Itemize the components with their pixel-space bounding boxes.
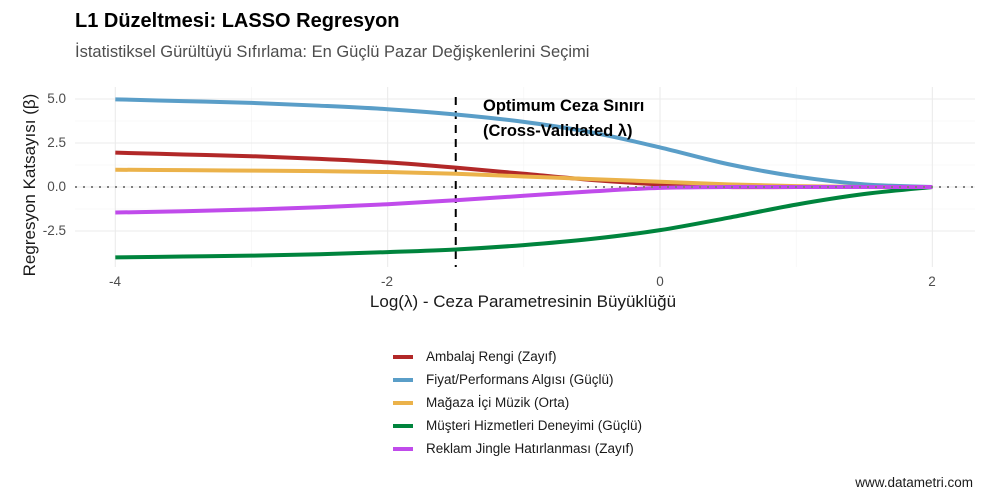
y-tick-label: 5.0: [47, 91, 66, 106]
y-tick-label: 2.5: [47, 135, 66, 150]
x-axis-label: Log(λ) - Ceza Parametresinin Büyüklüğü: [369, 292, 677, 311]
y-tick-label: 0.0: [47, 179, 66, 194]
chart-subtitle: İstatistiksel Gürültüyü Sıfırlama: En Gü…: [75, 43, 590, 61]
y-tick-label: -2.5: [42, 223, 66, 238]
legend-label: Reklam Jingle Hatırlanması (Zayıf): [426, 441, 634, 456]
legend-item[interactable]: Reklam Jingle Hatırlanması (Zayıf): [393, 437, 642, 460]
annotation-line-1: Optimum Ceza Sınırı: [483, 97, 645, 115]
chart-title: L1 Düzeltmesi: LASSO Regresyon: [75, 10, 400, 32]
legend-label: Fiyat/Performans Algısı (Güçlü): [426, 372, 614, 387]
x-tick-label: -2: [380, 274, 394, 289]
legend-swatch-icon: [393, 400, 413, 405]
legend-swatch-icon: [393, 377, 413, 382]
legend-item[interactable]: Mağaza İçi Müzik (Orta): [393, 391, 642, 414]
legend-label: Ambalaj Rengi (Zayıf): [426, 349, 557, 364]
legend-swatch-icon: [393, 446, 413, 451]
legend-label: Müşteri Hizmetleri Deneyimi (Güçlü): [426, 418, 643, 433]
source-caption: www.datametri.com: [855, 475, 973, 490]
series-line: [115, 97, 933, 189]
legend-swatch-icon: [393, 423, 413, 428]
legend-label: Mağaza İçi Müzik (Orta): [426, 395, 570, 410]
series-line: [115, 185, 933, 260]
legend-item[interactable]: Müşteri Hizmetleri Deneyimi (Güçlü): [393, 414, 642, 437]
x-tick-label: 0: [656, 274, 664, 289]
x-tick-label: -4: [108, 274, 122, 289]
legend-item[interactable]: Fiyat/Performans Algısı (Güçlü): [393, 368, 642, 391]
x-tick-label: 2: [928, 274, 936, 289]
legend-swatch-icon: [393, 354, 413, 359]
legend: Ambalaj Rengi (Zayıf) Fiyat/Performans A…: [393, 345, 642, 460]
legend-item[interactable]: Ambalaj Rengi (Zayıf): [393, 345, 642, 368]
annotation-line-2: (Cross-Validated λ): [483, 122, 633, 140]
optimum-lambda-annotation: Optimum Ceza Sınırı (Cross-Validated λ): [483, 94, 644, 144]
